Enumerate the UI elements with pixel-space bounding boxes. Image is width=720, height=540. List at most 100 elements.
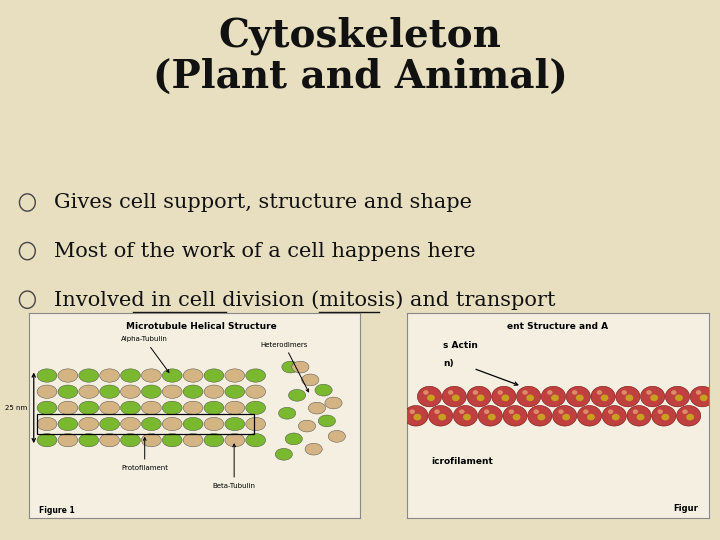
Circle shape <box>454 406 477 426</box>
Circle shape <box>683 409 688 414</box>
Circle shape <box>647 390 652 395</box>
Ellipse shape <box>225 385 245 399</box>
Ellipse shape <box>315 384 332 396</box>
Circle shape <box>566 386 590 407</box>
Circle shape <box>551 395 559 401</box>
Ellipse shape <box>305 443 323 455</box>
Circle shape <box>675 395 683 401</box>
Text: Most of the work of a cell happens here: Most of the work of a cell happens here <box>54 241 476 261</box>
Ellipse shape <box>141 369 161 382</box>
Circle shape <box>501 395 509 401</box>
Ellipse shape <box>162 434 182 447</box>
Ellipse shape <box>120 401 140 415</box>
Text: Alpha-Tubulin: Alpha-Tubulin <box>121 336 169 373</box>
Ellipse shape <box>275 448 292 460</box>
Circle shape <box>552 406 577 426</box>
Text: ent Structure and A: ent Structure and A <box>508 322 608 331</box>
Ellipse shape <box>37 385 57 399</box>
Circle shape <box>410 409 415 414</box>
Text: n): n) <box>443 360 454 368</box>
Circle shape <box>413 414 421 421</box>
Circle shape <box>608 409 613 414</box>
Circle shape <box>463 414 471 421</box>
Ellipse shape <box>279 407 296 419</box>
Ellipse shape <box>204 385 224 399</box>
Circle shape <box>627 406 651 426</box>
Ellipse shape <box>141 417 161 431</box>
Ellipse shape <box>225 434 245 447</box>
Circle shape <box>650 395 658 401</box>
Circle shape <box>696 390 701 395</box>
Circle shape <box>547 390 552 395</box>
Ellipse shape <box>58 369 78 382</box>
Circle shape <box>503 406 527 426</box>
Ellipse shape <box>183 417 203 431</box>
Circle shape <box>467 386 491 407</box>
Ellipse shape <box>204 369 224 382</box>
Circle shape <box>665 386 690 407</box>
Ellipse shape <box>162 401 182 415</box>
Circle shape <box>633 409 638 414</box>
Circle shape <box>509 409 514 414</box>
Ellipse shape <box>99 385 120 399</box>
Ellipse shape <box>183 401 203 415</box>
Ellipse shape <box>225 417 245 431</box>
Ellipse shape <box>225 369 245 382</box>
Ellipse shape <box>183 434 203 447</box>
Circle shape <box>488 414 495 421</box>
Circle shape <box>583 409 588 414</box>
Ellipse shape <box>225 401 245 415</box>
Circle shape <box>602 406 626 426</box>
Circle shape <box>484 409 490 414</box>
Ellipse shape <box>120 385 140 399</box>
Ellipse shape <box>298 420 315 432</box>
Ellipse shape <box>99 434 120 447</box>
Text: Protofilament: Protofilament <box>121 437 168 471</box>
Circle shape <box>534 409 539 414</box>
Circle shape <box>513 414 521 421</box>
Text: Gives cell support, structure and shape: Gives cell support, structure and shape <box>54 193 472 212</box>
Ellipse shape <box>58 385 78 399</box>
Text: Heterodimers: Heterodimers <box>261 341 309 392</box>
Ellipse shape <box>78 417 99 431</box>
Circle shape <box>434 409 440 414</box>
Circle shape <box>621 390 627 395</box>
Ellipse shape <box>302 374 319 386</box>
Circle shape <box>700 395 708 401</box>
Ellipse shape <box>246 417 266 431</box>
Circle shape <box>492 386 516 407</box>
Circle shape <box>657 409 663 414</box>
Text: Cytoskeleton
(Plant and Animal): Cytoskeleton (Plant and Animal) <box>153 16 567 96</box>
Circle shape <box>616 386 640 407</box>
Text: Figure 1: Figure 1 <box>39 505 74 515</box>
Text: Beta-Tubulin: Beta-Tubulin <box>212 444 256 489</box>
Text: icrofilament: icrofilament <box>431 457 493 467</box>
Ellipse shape <box>78 401 99 415</box>
Ellipse shape <box>246 369 266 382</box>
Ellipse shape <box>246 434 266 447</box>
Ellipse shape <box>204 434 224 447</box>
Ellipse shape <box>246 385 266 399</box>
Ellipse shape <box>120 369 140 382</box>
Ellipse shape <box>99 369 120 382</box>
Circle shape <box>522 390 528 395</box>
Ellipse shape <box>78 369 99 382</box>
Ellipse shape <box>285 433 302 445</box>
Circle shape <box>498 390 503 395</box>
Ellipse shape <box>141 401 161 415</box>
Ellipse shape <box>78 385 99 399</box>
Ellipse shape <box>99 401 120 415</box>
Circle shape <box>662 414 670 421</box>
Ellipse shape <box>120 417 140 431</box>
Text: s Actin: s Actin <box>443 341 478 350</box>
Circle shape <box>576 395 584 401</box>
Ellipse shape <box>204 417 224 431</box>
Circle shape <box>572 390 577 395</box>
Circle shape <box>516 386 541 407</box>
Circle shape <box>442 386 467 407</box>
Circle shape <box>597 390 602 395</box>
Circle shape <box>677 406 701 426</box>
Circle shape <box>558 409 564 414</box>
Ellipse shape <box>37 369 57 382</box>
Circle shape <box>473 390 478 395</box>
